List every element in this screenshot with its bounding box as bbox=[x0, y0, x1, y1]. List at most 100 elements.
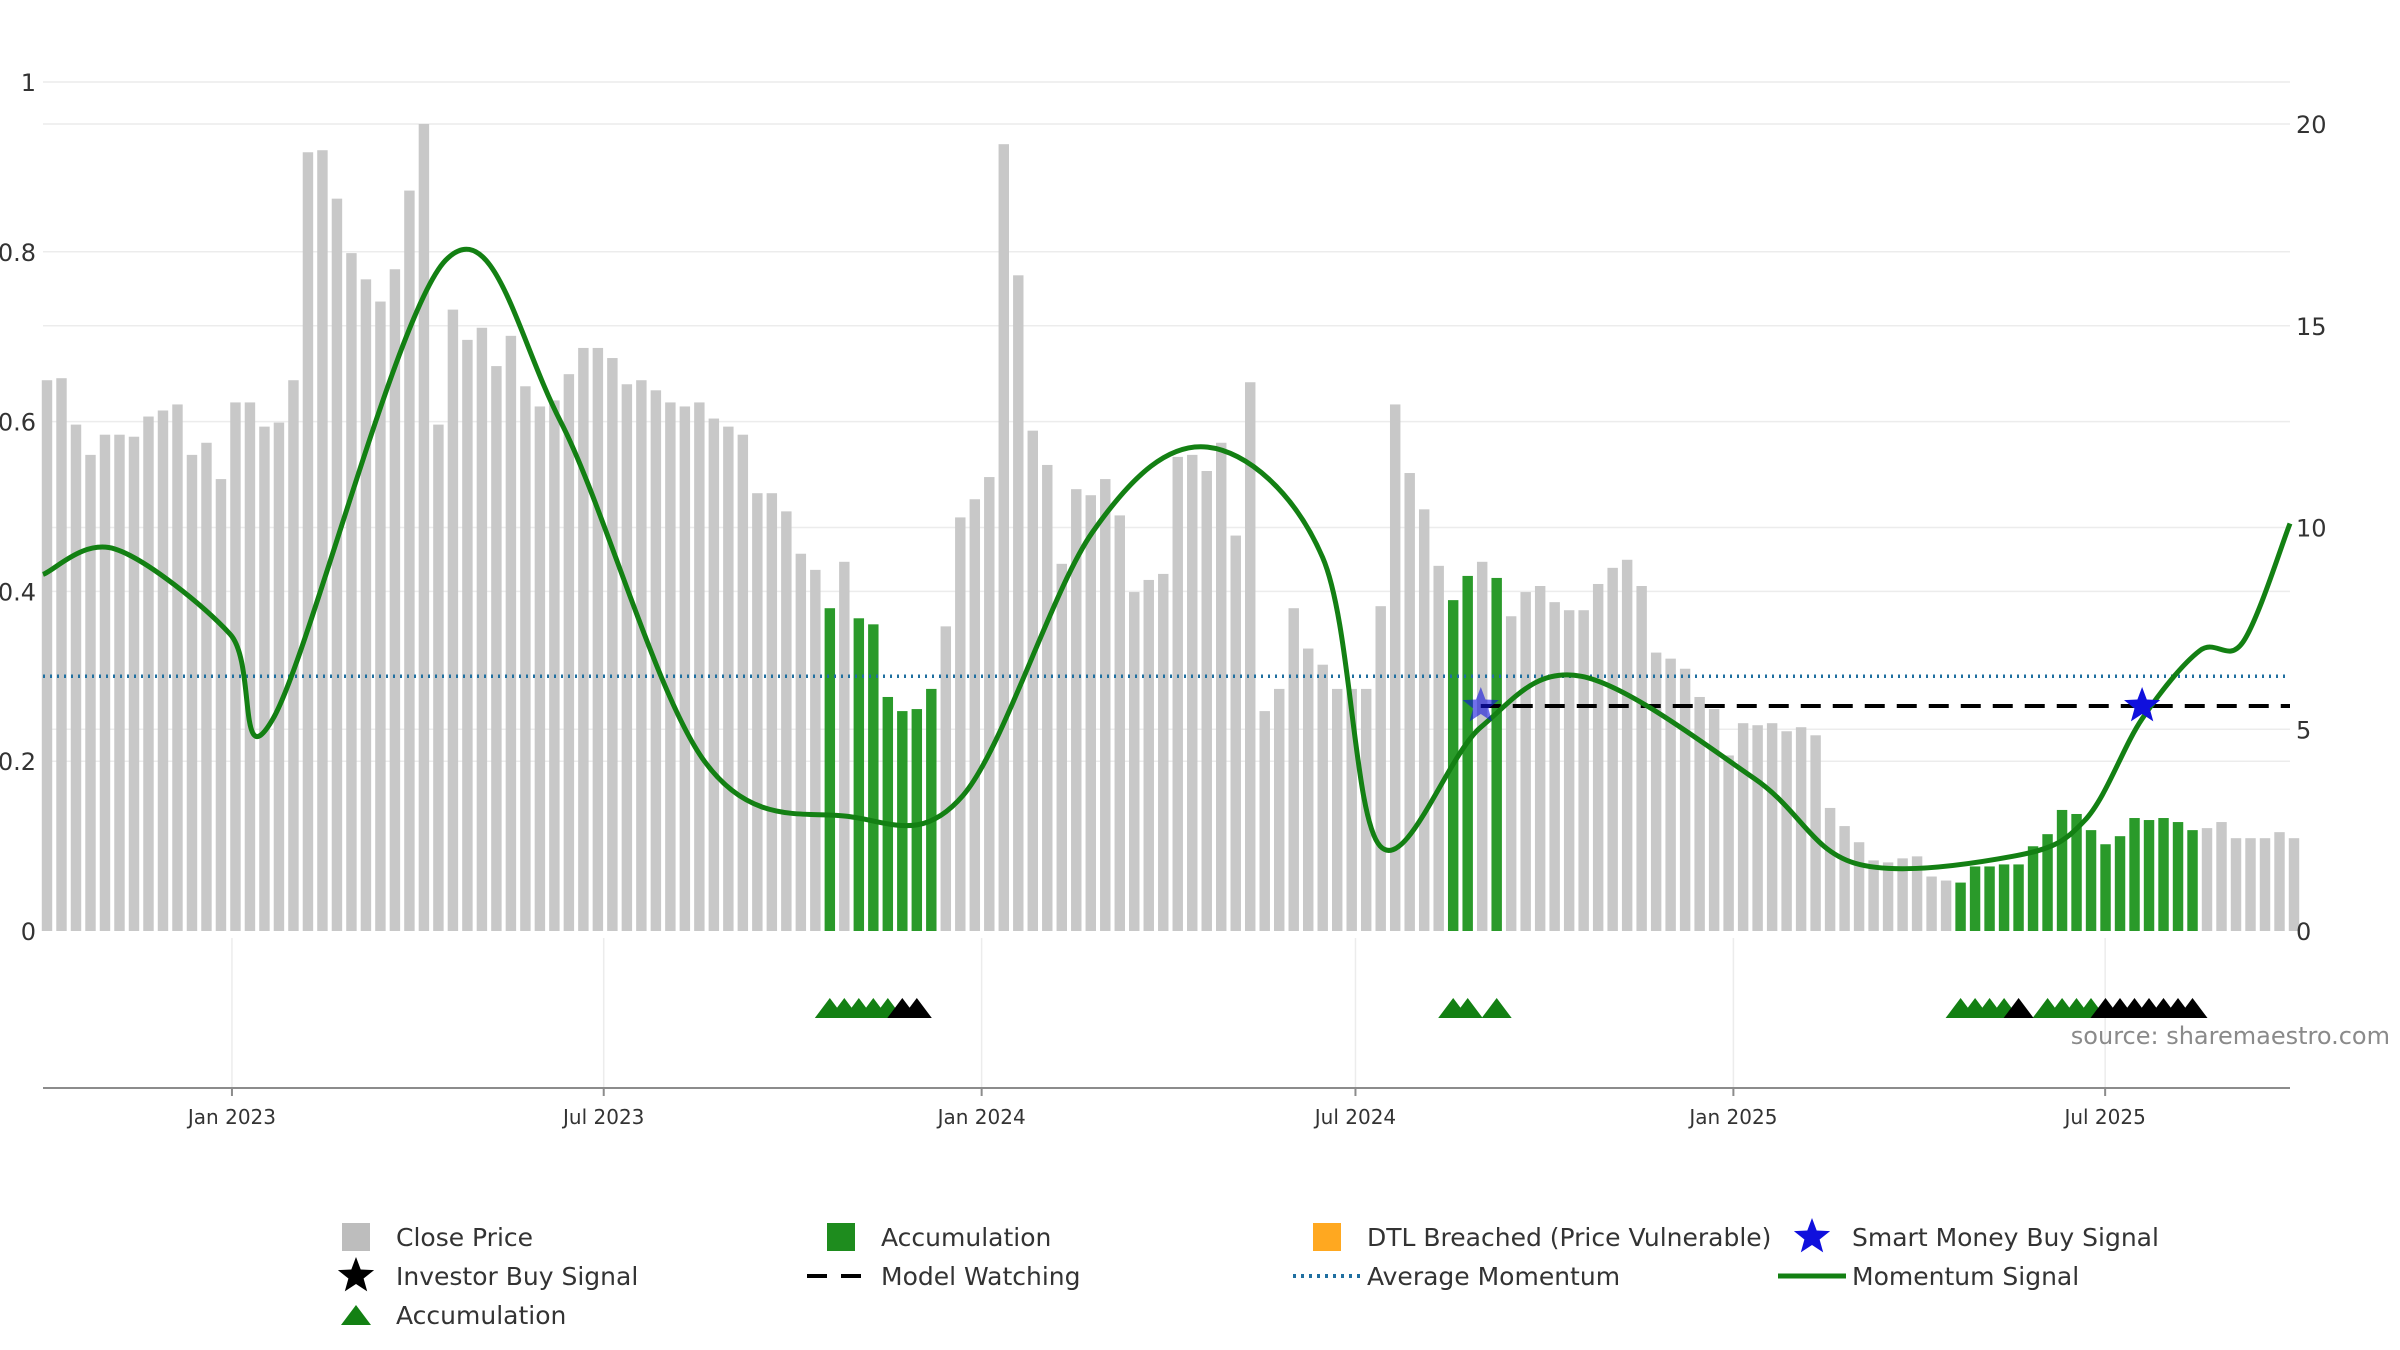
legend-square-icon bbox=[1313, 1223, 1341, 1251]
right-axis-tick-label: 20 bbox=[2296, 111, 2327, 139]
legend-label: Close Price bbox=[396, 1223, 533, 1252]
legend-label: Average Momentum bbox=[1367, 1262, 1620, 1291]
right-axis-tick-label: 0 bbox=[2296, 918, 2311, 946]
legend-square-icon bbox=[342, 1223, 370, 1251]
legend: Close Price Accumulation DTL Breached (Pri… bbox=[337, 1218, 2159, 1330]
close-price-bar bbox=[172, 404, 183, 931]
legend-item: Investor Buy Signal bbox=[337, 1257, 638, 1292]
legend-item: Accumulation bbox=[827, 1223, 1051, 1252]
close-price-bar bbox=[1839, 826, 1850, 931]
close-price-bar bbox=[1868, 860, 1879, 931]
left-axis-tick-label: 0.6 bbox=[0, 409, 36, 437]
x-axis-tick-label: Jul 2024 bbox=[1313, 1105, 1396, 1129]
close-price-bar bbox=[520, 386, 531, 931]
close-price-bar bbox=[505, 335, 517, 931]
x-axis-tick-label: Jan 2024 bbox=[936, 1105, 1026, 1129]
close-price-bar bbox=[636, 380, 647, 931]
close-price-bar bbox=[230, 402, 241, 931]
close-price-bar bbox=[1013, 275, 1024, 931]
left-axis-tick-label: 0.8 bbox=[0, 239, 36, 267]
close-price-bar bbox=[1505, 616, 1517, 931]
close-price-bar bbox=[1926, 876, 1937, 931]
close-price-bar bbox=[85, 454, 96, 931]
legend-item: Accumulation bbox=[341, 1301, 566, 1330]
close-price-bar bbox=[259, 426, 270, 931]
x-axis-tick-label: Jul 2025 bbox=[2062, 1105, 2145, 1129]
close-price-bar bbox=[273, 422, 285, 931]
legend-star-icon bbox=[337, 1257, 375, 1292]
accumulation-bar bbox=[2114, 836, 2126, 931]
close-price-bar bbox=[1331, 688, 1343, 931]
close-price-bar bbox=[2230, 838, 2242, 931]
legend-label: Accumulation bbox=[881, 1223, 1051, 1252]
close-price-bar bbox=[1752, 725, 1763, 931]
close-price-bar bbox=[1129, 592, 1140, 931]
investor-buy-signal-marker bbox=[2003, 998, 2034, 1018]
accumulation-bar bbox=[2158, 818, 2169, 931]
legend-triangle-icon bbox=[341, 1305, 371, 1325]
legend-label: Investor Buy Signal bbox=[396, 1262, 638, 1291]
close-price-bar bbox=[128, 436, 140, 931]
signal-markers bbox=[814, 687, 2208, 1018]
accumulation-bar bbox=[1955, 882, 1966, 931]
close-price-bar bbox=[1940, 880, 1952, 931]
close-price-bar bbox=[1418, 509, 1430, 931]
smart-money-buy-signal-star bbox=[2124, 687, 2161, 722]
close-price-bar bbox=[41, 380, 53, 931]
close-price-bar bbox=[1578, 610, 1589, 931]
close-price-bar bbox=[1187, 454, 1198, 931]
close-price-bar bbox=[418, 124, 430, 931]
close-price-bar bbox=[1694, 696, 1705, 931]
accumulation-bar bbox=[882, 696, 894, 931]
right-axis-tick-label: 15 bbox=[2296, 313, 2327, 341]
investor-buy-signal-marker bbox=[901, 998, 932, 1018]
legend-item: Model Watching bbox=[807, 1262, 1081, 1291]
accumulation-bar bbox=[2027, 846, 2039, 931]
close-price-bar bbox=[1389, 404, 1401, 931]
close-price-bar bbox=[2201, 828, 2213, 931]
close-price-bar bbox=[1607, 567, 1618, 931]
close-price-bar bbox=[766, 493, 778, 931]
accumulation-bar bbox=[853, 618, 865, 931]
accumulation-bar bbox=[1998, 864, 2010, 931]
close-price-bar bbox=[1245, 382, 1256, 931]
accumulation-bar bbox=[868, 624, 879, 931]
close-price-bar bbox=[1158, 573, 1169, 931]
close-price-bar bbox=[1042, 464, 1053, 931]
accumulation-bar bbox=[824, 608, 836, 931]
left-axis-tick-label: 0 bbox=[21, 918, 36, 946]
close-price-bar bbox=[70, 424, 82, 931]
accumulation-bar bbox=[2085, 830, 2097, 931]
close-price-bar bbox=[1882, 862, 1894, 931]
close-price-bar bbox=[781, 511, 792, 931]
close-price-bar bbox=[186, 454, 198, 931]
accumulation-bar bbox=[1969, 866, 1981, 931]
close-price-bar bbox=[1259, 711, 1270, 931]
close-price-bar bbox=[984, 477, 995, 931]
left-axis-tick-label: 1 bbox=[21, 69, 36, 97]
close-price-bar bbox=[114, 434, 125, 931]
close-price-bar bbox=[1085, 495, 1096, 931]
legend-label: Smart Money Buy Signal bbox=[1852, 1223, 2159, 1252]
close-price-bar bbox=[157, 410, 169, 931]
close-price-bar bbox=[1317, 664, 1328, 931]
close-price-bar bbox=[2274, 832, 2285, 931]
close-price-bar bbox=[549, 400, 560, 932]
close-price-bar bbox=[1433, 565, 1444, 931]
accumulation-bar bbox=[1491, 577, 1502, 931]
close-price-bar bbox=[578, 347, 589, 931]
close-price-bar bbox=[491, 366, 502, 932]
close-price-bar bbox=[1708, 709, 1720, 931]
x-axis-tick-label: Jul 2023 bbox=[561, 1105, 644, 1129]
accumulation-bar bbox=[911, 709, 923, 931]
close-price-bar bbox=[1781, 731, 1792, 931]
close-price-bar bbox=[621, 384, 633, 931]
legend-item: Average Momentum bbox=[1293, 1262, 1620, 1291]
momentum-signal-line bbox=[41, 246, 2293, 872]
accumulation-bar bbox=[926, 688, 937, 931]
close-price-bar bbox=[1071, 489, 1082, 931]
close-price-bar bbox=[201, 442, 212, 931]
right-axis-tick-label: 10 bbox=[2296, 515, 2327, 543]
close-price-bar bbox=[1795, 727, 1807, 931]
